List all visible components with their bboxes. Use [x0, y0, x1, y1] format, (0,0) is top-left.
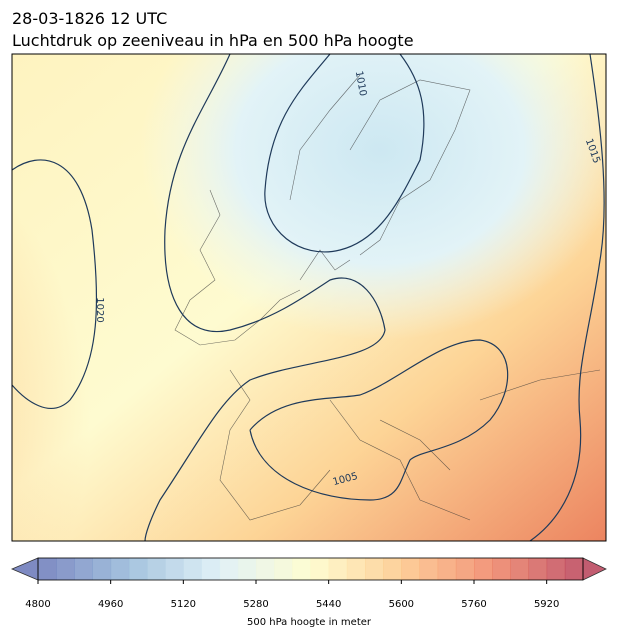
colorbar-segment [147, 558, 166, 580]
map-frame [11, 53, 607, 542]
colorbar-segment [256, 558, 275, 580]
colorbar-segment [455, 558, 475, 580]
colorbar-segment [201, 558, 221, 580]
colorbar-label: 500 hPa hoogte in meter [247, 617, 372, 628]
colorbar-segment [474, 558, 493, 580]
colorbar-segment [110, 558, 130, 580]
colorbar-segment [165, 558, 184, 580]
subtitle: Luchtdruk op zeeniveau in hPa en 500 hPa… [12, 31, 414, 50]
colorbar-frame [37, 557, 584, 581]
colorbar-segment [128, 558, 148, 580]
isobar [529, 54, 605, 541]
isobar [264, 54, 425, 253]
contour-label: 1020 [94, 297, 105, 322]
colorbar-segment [274, 558, 293, 580]
colorbar-tick-label: 5280 [243, 599, 268, 610]
colorbar-segment [56, 558, 75, 580]
colorbar-segment [292, 558, 311, 580]
title: 28-03-1826 12 UTC [12, 9, 167, 28]
colorbar-tick-label: 4800 [25, 599, 50, 610]
colorbar-segment [510, 558, 529, 580]
colorbar-segment [419, 558, 439, 580]
isobar [249, 339, 509, 501]
colorbar-tick-label: 4960 [98, 599, 123, 610]
coastline [174, 74, 601, 521]
isobar [12, 159, 98, 409]
colorbar-extend [582, 557, 607, 581]
colorbar-segment [437, 558, 457, 580]
colorbar-tick-label: 5120 [171, 599, 196, 610]
contour-label: 1010 [353, 70, 368, 97]
colorbar-tick-label: 5600 [389, 599, 414, 610]
colorbar-segment [38, 558, 57, 580]
colorbar-segment [365, 558, 384, 580]
colorbar-segment [74, 558, 93, 580]
colorbar-segment [328, 558, 348, 580]
colorbar-segment [183, 558, 202, 580]
colorbar-segment [310, 558, 330, 580]
colorbar-segment [528, 558, 548, 580]
colorbar-segment [237, 558, 257, 580]
colorbar-segment [219, 558, 239, 580]
colorbar-segment [546, 558, 566, 580]
colorbar-tick-label: 5920 [534, 599, 559, 610]
colorbar-tick-label: 5760 [461, 599, 486, 610]
colorbar-segment [564, 558, 584, 580]
colorbar-tick-label: 5440 [316, 599, 341, 610]
field [140, 54, 606, 340]
colorbar-segment [492, 558, 511, 580]
isobar [144, 54, 386, 541]
colorbar-extend [10, 557, 39, 581]
colorbar-segment [401, 558, 420, 580]
colorbar-segment [92, 558, 112, 580]
colorbar-segment [383, 558, 402, 580]
colorbar-segment [346, 558, 366, 580]
